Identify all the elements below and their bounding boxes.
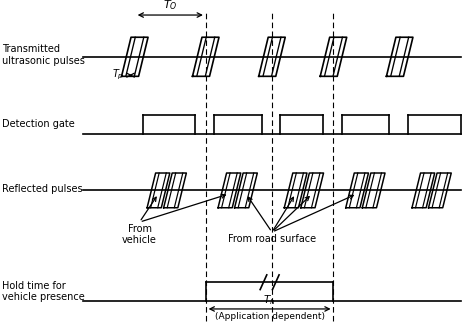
Text: Detection gate: Detection gate bbox=[2, 120, 75, 129]
Text: (Application dependent): (Application dependent) bbox=[215, 312, 324, 321]
Text: $T_O$: $T_O$ bbox=[163, 0, 177, 12]
Text: From
vehicle: From vehicle bbox=[122, 224, 157, 245]
Text: Transmitted
ultrasonic pulses: Transmitted ultrasonic pulses bbox=[2, 44, 85, 66]
Text: Reflected pulses: Reflected pulses bbox=[2, 184, 83, 194]
Text: Hold time for
vehicle presence: Hold time for vehicle presence bbox=[2, 281, 85, 302]
Text: $T_h$: $T_h$ bbox=[263, 293, 276, 307]
Text: $T_p$: $T_p$ bbox=[112, 68, 124, 82]
Text: From road surface: From road surface bbox=[228, 234, 316, 244]
